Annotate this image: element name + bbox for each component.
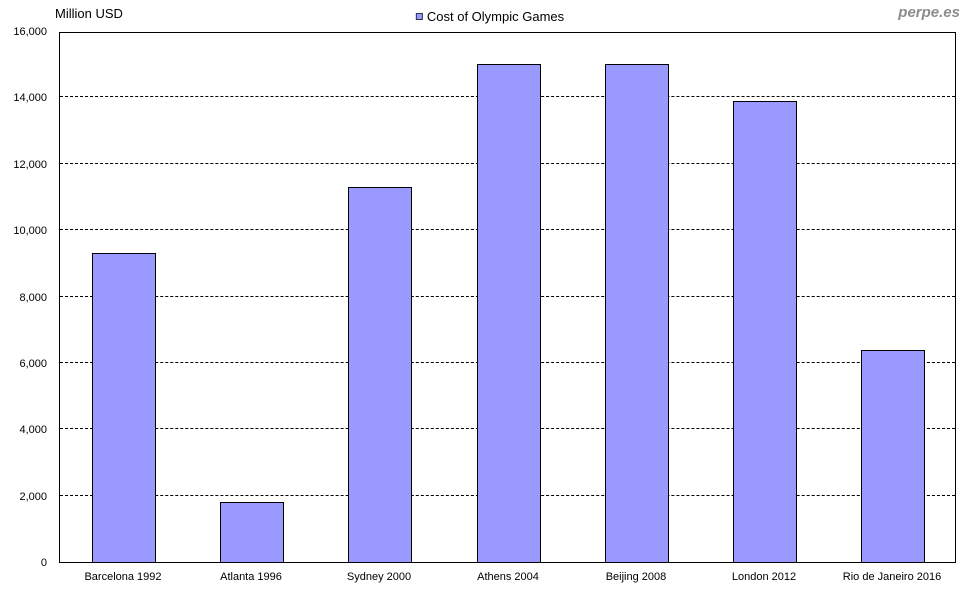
- y-tick-label: 16,000: [13, 26, 47, 38]
- y-tick-label: 2,000: [19, 491, 47, 503]
- bar-sydney-2000: [348, 187, 412, 562]
- x-tick-label: Athens 2004: [477, 571, 539, 583]
- x-tick-label: Barcelona 1992: [84, 571, 162, 583]
- bar-rio-de-janeiro-2016: [861, 350, 925, 562]
- y-tick-label: 8,000: [19, 292, 47, 304]
- bar-london-2012: [733, 101, 797, 562]
- legend-label: Cost of Olympic Games: [426, 9, 565, 24]
- x-tick-label: London 2012: [731, 571, 797, 583]
- y-tick-label: 6,000: [19, 358, 47, 370]
- bar-athens-2004: [477, 64, 541, 562]
- x-tick-label: Atlanta 1996: [220, 571, 282, 583]
- bar-beijing-2008: [605, 64, 669, 562]
- x-tick-label: Sydney 2000: [346, 571, 412, 583]
- y-tick-label: 12,000: [13, 159, 47, 171]
- y-tick-label: 0: [40, 557, 47, 569]
- y-axis-title: Million USD: [55, 6, 123, 21]
- legend: Cost of Olympic Games: [415, 9, 565, 24]
- plot-area: [59, 32, 956, 563]
- legend-marker-icon: [415, 13, 423, 20]
- y-tick-label: 14,000: [13, 92, 47, 104]
- x-tick-label: Beijing 2008: [605, 571, 667, 583]
- bar-barcelona-1992: [92, 253, 156, 562]
- watermark: perpe.es: [898, 4, 960, 21]
- bar-atlanta-1996: [220, 502, 284, 562]
- y-tick-label: 4,000: [19, 424, 47, 436]
- y-tick-label: 10,000: [13, 225, 47, 237]
- x-tick-label: Rio de Janeiro 2016: [842, 571, 942, 583]
